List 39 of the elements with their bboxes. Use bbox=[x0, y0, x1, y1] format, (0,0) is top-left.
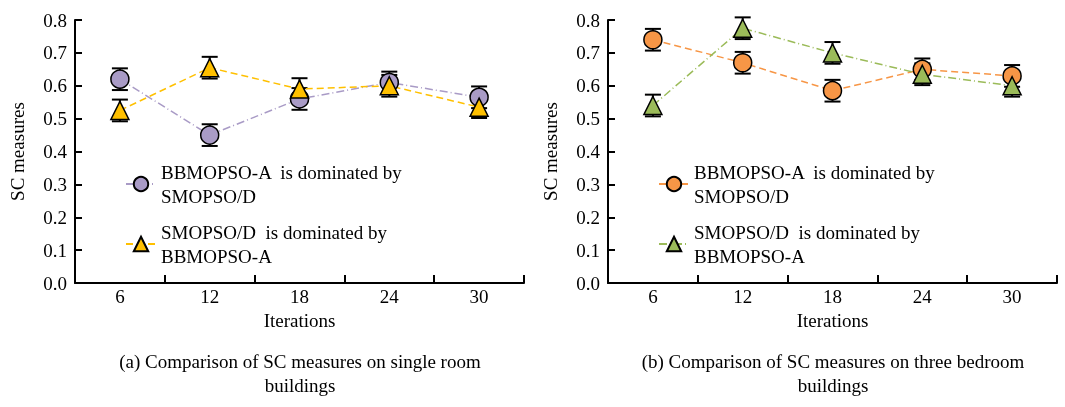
y-tick-label: 0.2 bbox=[576, 206, 600, 228]
legend-label: BBMOPSO-A is dominated by SMOPSO/D bbox=[161, 161, 407, 207]
x-tick-label: 18 bbox=[823, 286, 842, 308]
y-tick-label: 0.8 bbox=[43, 9, 67, 31]
x-axis-title: Iterations bbox=[263, 310, 336, 331]
point bbox=[469, 97, 489, 117]
x-tick-label: 18 bbox=[290, 286, 309, 308]
y-axis-title: SC measures bbox=[7, 102, 28, 201]
y-tick-label: 0.5 bbox=[576, 108, 600, 130]
legend-label: SMOPSO/D is dominated by BBMOPSO-A bbox=[161, 221, 392, 267]
x-tick-label: 6 bbox=[648, 286, 658, 308]
text: (a) Comparison of SC measures on single room buildings bbox=[118, 350, 482, 398]
legend-label: BBMOPSO-A is dominated by SMOPSO/D bbox=[694, 161, 940, 207]
y-tick-label: 0.0 bbox=[576, 272, 600, 294]
y-axis-title: SC measures bbox=[540, 102, 561, 201]
y-tick-label: 0.6 bbox=[576, 75, 600, 97]
y-tick-label: 0.3 bbox=[43, 173, 67, 195]
y-tick-label: 0.4 bbox=[576, 141, 601, 163]
x-tick-label: 6 bbox=[115, 286, 125, 308]
y-tick-label: 0.2 bbox=[43, 206, 67, 228]
y-tick-label: 0.7 bbox=[43, 42, 67, 64]
x-tick-label: 24 bbox=[379, 286, 400, 308]
y-tick-label: 0.4 bbox=[43, 141, 68, 163]
y-tick-label: 0.1 bbox=[576, 239, 600, 261]
x-tick-label: 12 bbox=[200, 286, 220, 308]
legend-label: SMOPSO/D is dominated by BBMOPSO-A bbox=[694, 221, 925, 267]
y-tick-label: 0.5 bbox=[43, 108, 67, 130]
y-tick-label: 0.3 bbox=[576, 173, 600, 195]
x-tick-label: 12 bbox=[733, 286, 753, 308]
y-tick-label: 0.6 bbox=[43, 75, 67, 97]
x-tick-label: 24 bbox=[912, 286, 933, 308]
text: (b) Comparison of SC measures on three bedroom buildings bbox=[640, 350, 1026, 398]
y-tick-label: 0.0 bbox=[43, 272, 67, 294]
y-tick-label: 0.7 bbox=[576, 42, 600, 64]
x-tick-label: 30 bbox=[469, 286, 489, 308]
y-tick-label: 0.8 bbox=[576, 9, 600, 31]
x-axis-title: Iterations bbox=[796, 310, 869, 331]
x-tick-label: 30 bbox=[1002, 286, 1022, 308]
y-tick-label: 0.1 bbox=[43, 239, 67, 261]
